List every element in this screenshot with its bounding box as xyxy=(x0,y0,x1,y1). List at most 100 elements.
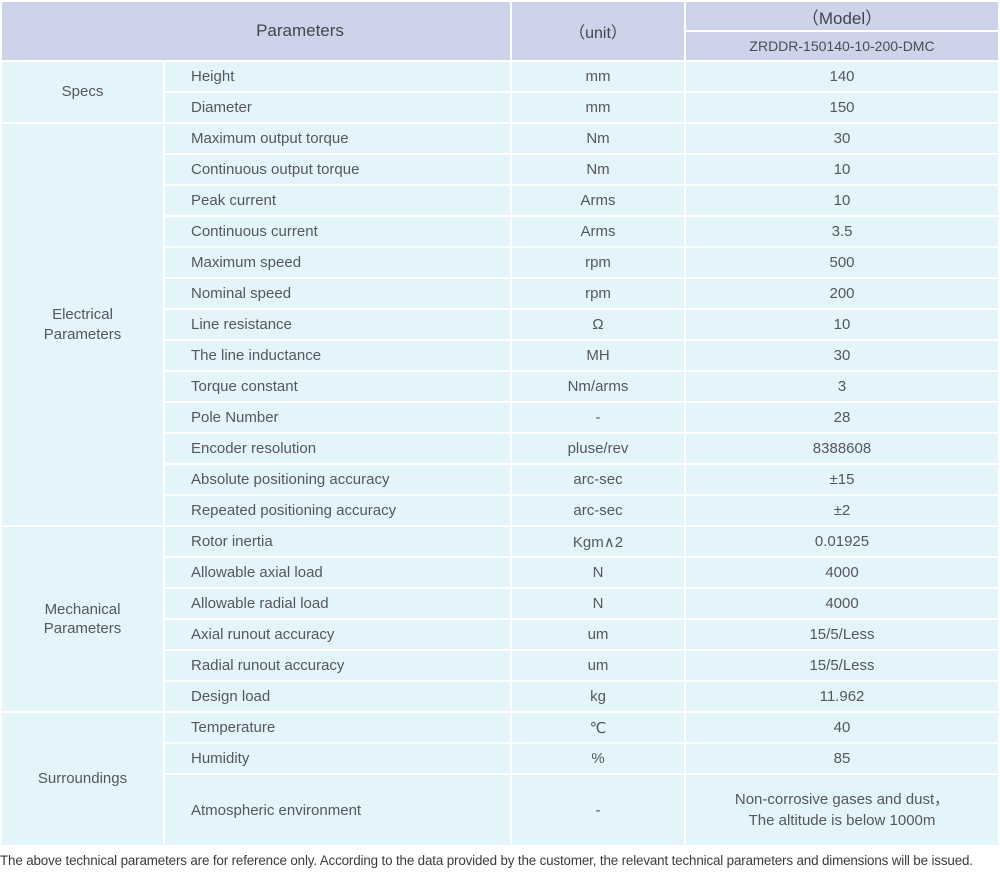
group-mechanical-parameters: Mechanical Parameters xyxy=(2,527,163,711)
unit-value: Nm/arms xyxy=(512,372,684,401)
unit-value: N xyxy=(512,558,684,587)
param-label: Pole Number xyxy=(165,403,510,432)
spec-value: 15/5/Less xyxy=(686,620,998,649)
param-label: Encoder resolution xyxy=(165,434,510,463)
spec-value: Non-corrosive gases and dust， The altitu… xyxy=(686,775,998,845)
param-label: Torque constant xyxy=(165,372,510,401)
spec-value: 11.962 xyxy=(686,682,998,711)
unit-value: Arms xyxy=(512,217,684,246)
param-label: Line resistance xyxy=(165,310,510,339)
param-label: Allowable axial load xyxy=(165,558,510,587)
table-row: Allowable axial load N 4000 xyxy=(2,558,998,587)
table-row: Torque constant Nm/arms 3 xyxy=(2,372,998,401)
spec-value: 500 xyxy=(686,248,998,277)
unit-value: Nm xyxy=(512,124,684,153)
spec-value: 4000 xyxy=(686,589,998,618)
spec-value: 150 xyxy=(686,93,998,122)
spec-value: 10 xyxy=(686,155,998,184)
param-label: Rotor inertia xyxy=(165,527,510,556)
table-row: Mechanical Parameters Rotor inertia Kgm∧… xyxy=(2,527,998,711)
table-row: Absolute positioning accuracy arc-sec ±1… xyxy=(2,465,998,494)
spec-value: 0.01925 xyxy=(686,527,998,556)
group-electrical-parameters: Electrical Parameters xyxy=(2,124,163,525)
spec-value: 8388608 xyxy=(686,434,998,463)
spec-value: 15/5/Less xyxy=(686,651,998,680)
spec-value: 200 xyxy=(686,279,998,308)
param-label: The line inductance xyxy=(165,341,510,370)
unit-value: Kgm∧2 xyxy=(512,527,684,556)
param-label: Radial runout accuracy xyxy=(165,651,510,680)
param-label: Humidity xyxy=(165,744,510,773)
table-row: Diameter mm 150 xyxy=(2,93,998,122)
table-row: Continuous output torque Nm 10 xyxy=(2,155,998,184)
param-label: Maximum speed xyxy=(165,248,510,277)
spec-value: 3.5 xyxy=(686,217,998,246)
param-label: Repeated positioning accuracy xyxy=(165,496,510,525)
spec-value: 85 xyxy=(686,744,998,773)
spec-value: 28 xyxy=(686,403,998,432)
table-row: Allowable radial load N 4000 xyxy=(2,589,998,618)
spec-value: 10 xyxy=(686,186,998,215)
unit-value: rpm xyxy=(512,279,684,308)
param-label: Continuous current xyxy=(165,217,510,246)
spec-value: 140 xyxy=(686,62,998,91)
param-label: Nominal speed xyxy=(165,279,510,308)
param-label: Axial runout accuracy xyxy=(165,620,510,649)
table-row: The line inductance MH 30 xyxy=(2,341,998,370)
table-row: Humidity % 85 xyxy=(2,744,998,773)
table-row: Peak current Arms 10 xyxy=(2,186,998,215)
table-row: Line resistance Ω 10 xyxy=(2,310,998,339)
param-label: Maximum output torque xyxy=(165,124,510,153)
spec-value: ±2 xyxy=(686,496,998,525)
param-label: Design load xyxy=(165,682,510,711)
spec-value: ±15 xyxy=(686,465,998,494)
spec-value: 30 xyxy=(686,124,998,153)
table-row: Design load kg 11.962 xyxy=(2,682,998,711)
header-parameters: Parameters xyxy=(2,2,510,60)
param-label: Atmospheric environment xyxy=(165,775,510,845)
param-label: Peak current xyxy=(165,186,510,215)
table-row: Maximum speed rpm 500 xyxy=(2,248,998,277)
unit-value: N xyxy=(512,589,684,618)
unit-value: Arms xyxy=(512,186,684,215)
unit-value: kg xyxy=(512,682,684,711)
group-surroundings: Surroundings xyxy=(2,713,163,845)
table-row: Radial runout accuracy um 15/5/Less xyxy=(2,651,998,680)
param-label: Temperature xyxy=(165,713,510,742)
param-label: Absolute positioning accuracy xyxy=(165,465,510,494)
table-row: Electrical Parameters Maximum output tor… xyxy=(2,124,998,525)
unit-value: mm xyxy=(512,62,684,91)
table-row: Surroundings Temperature ℃ 40 xyxy=(2,713,998,845)
unit-value: arc-sec xyxy=(512,496,684,525)
table-row: Pole Number - 28 xyxy=(2,403,998,432)
unit-value: rpm xyxy=(512,248,684,277)
table-row: Continuous current Arms 3.5 xyxy=(2,217,998,246)
param-label: Diameter xyxy=(165,93,510,122)
unit-value: ℃ xyxy=(512,713,684,742)
spec-value: 4000 xyxy=(686,558,998,587)
table-row: Repeated positioning accuracy arc-sec ±2 xyxy=(2,496,998,525)
header-model-value: ZRDDR-150140-10-200-DMC xyxy=(686,32,998,60)
table-row: Encoder resolution pluse/rev 8388608 xyxy=(2,434,998,463)
unit-value: um xyxy=(512,620,684,649)
spec-value: 3 xyxy=(686,372,998,401)
table-row: Nominal speed rpm 200 xyxy=(2,279,998,308)
unit-value: um xyxy=(512,651,684,680)
table-row: Axial runout accuracy um 15/5/Less xyxy=(2,620,998,649)
unit-value: mm xyxy=(512,93,684,122)
header-model: （Model） xyxy=(686,2,998,30)
table-row: Specs Height mm 140 xyxy=(2,62,998,122)
group-specs: Specs xyxy=(2,62,163,122)
header-unit: （unit） xyxy=(512,2,684,60)
unit-value: - xyxy=(512,403,684,432)
spec-value: 10 xyxy=(686,310,998,339)
unit-value: Ω xyxy=(512,310,684,339)
unit-value: arc-sec xyxy=(512,465,684,494)
unit-value: pluse/rev xyxy=(512,434,684,463)
unit-value: - xyxy=(512,775,684,845)
param-label: Continuous output torque xyxy=(165,155,510,184)
param-label: Allowable radial load xyxy=(165,589,510,618)
unit-value: MH xyxy=(512,341,684,370)
unit-value: % xyxy=(512,744,684,773)
spec-table: Parameters （unit） （Model） ZRDDR-150140-1… xyxy=(2,2,998,845)
